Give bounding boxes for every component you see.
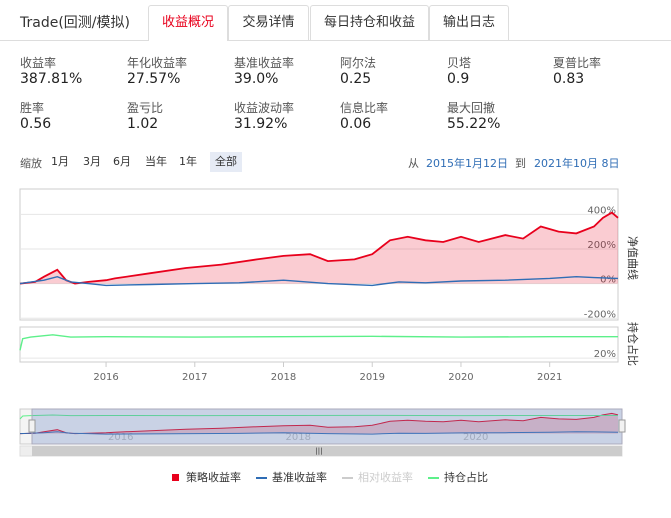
navigator-selection: [31, 408, 623, 445]
scroll-grip: |||: [315, 447, 322, 455]
tab-line: [0, 40, 671, 41]
line: [19, 334, 618, 351]
metric-value: 1.02: [127, 116, 159, 132]
x-tick-label: 2018: [271, 372, 296, 383]
metric-label: 收益率: [20, 56, 57, 70]
metric-label: 基准收益率: [234, 56, 295, 70]
y2-tick-label: 20%: [594, 349, 616, 360]
x-tick-label: 2016: [93, 372, 118, 383]
area: [20, 212, 618, 284]
metric-value: 31.92%: [234, 116, 288, 132]
metric-value: 0.83: [553, 71, 585, 87]
range-button[interactable]: 全部: [210, 152, 242, 172]
metric-value: 55.22%: [447, 116, 501, 132]
navigator-tick-label: 2016: [108, 432, 133, 443]
y2-axis-label: 持仓占比: [626, 322, 640, 366]
metric-value: 0.25: [340, 71, 372, 87]
y-tick-label: 200%: [587, 240, 616, 251]
navigator-line: [19, 414, 618, 420]
metric-label: 夏普比率: [553, 56, 602, 70]
tab[interactable]: 收益概况: [148, 5, 228, 41]
y-tick-label: -200%: [584, 309, 616, 320]
metric-value: 27.57%: [127, 71, 181, 87]
metric-value: 0.06: [340, 116, 372, 132]
tab[interactable]: 输出日志: [429, 5, 509, 40]
metric-label: 年化收益率: [127, 56, 188, 70]
x-tick-label: 2021: [537, 372, 562, 383]
holding-frame: [19, 326, 619, 363]
y-axis-label: 净值曲线: [626, 236, 640, 280]
x-tick-label: 2020: [448, 372, 473, 383]
metric-label: 最大回撤: [447, 101, 496, 115]
metric-value: 387.81%: [20, 71, 83, 87]
legend-label: 策略收益率: [186, 470, 241, 484]
x-tick-label: 2017: [182, 372, 207, 383]
range-button[interactable]: 当年: [145, 155, 167, 168]
tab[interactable]: 交易详情: [228, 5, 309, 40]
range-button[interactable]: 6月: [113, 155, 131, 168]
navigator-handle[interactable]: [28, 419, 36, 433]
metric-label: 收益波动率: [234, 101, 295, 115]
navigator-handle[interactable]: [618, 419, 626, 433]
from-date: 2015年1月12日: [426, 157, 508, 170]
metric-label: 盈亏比: [127, 101, 164, 115]
range-button[interactable]: 1年: [179, 155, 197, 168]
y-tick-label: 400%: [587, 205, 616, 216]
range-button[interactable]: 3月: [83, 155, 101, 168]
navigator-tick-label: 2020: [463, 432, 488, 443]
legend-swatch: [172, 474, 179, 481]
metric-value: 39.0%: [234, 71, 279, 87]
navigator-tick-label: 2018: [286, 432, 311, 443]
to-label: 到: [515, 157, 526, 170]
legend-label: 相对收益率: [358, 470, 413, 484]
title: Trade(回测/模拟): [20, 15, 130, 31]
navigator-line: [19, 431, 619, 435]
from-label: 从: [408, 157, 419, 170]
legend-label: 持仓占比: [444, 470, 488, 484]
metric-label: 贝塔: [447, 56, 472, 70]
range-button[interactable]: 1月: [51, 155, 69, 168]
x-tick-label: 2019: [360, 372, 385, 383]
metric-label: 胜率: [20, 101, 45, 115]
metric-value: 0.9: [447, 71, 470, 87]
metric-value: 0.56: [20, 116, 52, 132]
legend-label: 基准收益率: [272, 470, 327, 484]
metric-label: 信息比率: [340, 101, 389, 115]
scrollbar-thumb: [32, 446, 622, 456]
zoom-label: 缩放: [20, 157, 42, 170]
tab[interactable]: 每日持仓和收益: [310, 5, 429, 40]
metric-label: 阿尔法: [340, 56, 377, 70]
y-tick-label: 0%: [600, 275, 616, 286]
navigator-area: [20, 413, 618, 434]
plot-frame: [19, 188, 619, 321]
to-date: 2021年10月 8日: [534, 157, 620, 170]
line: [19, 275, 619, 287]
